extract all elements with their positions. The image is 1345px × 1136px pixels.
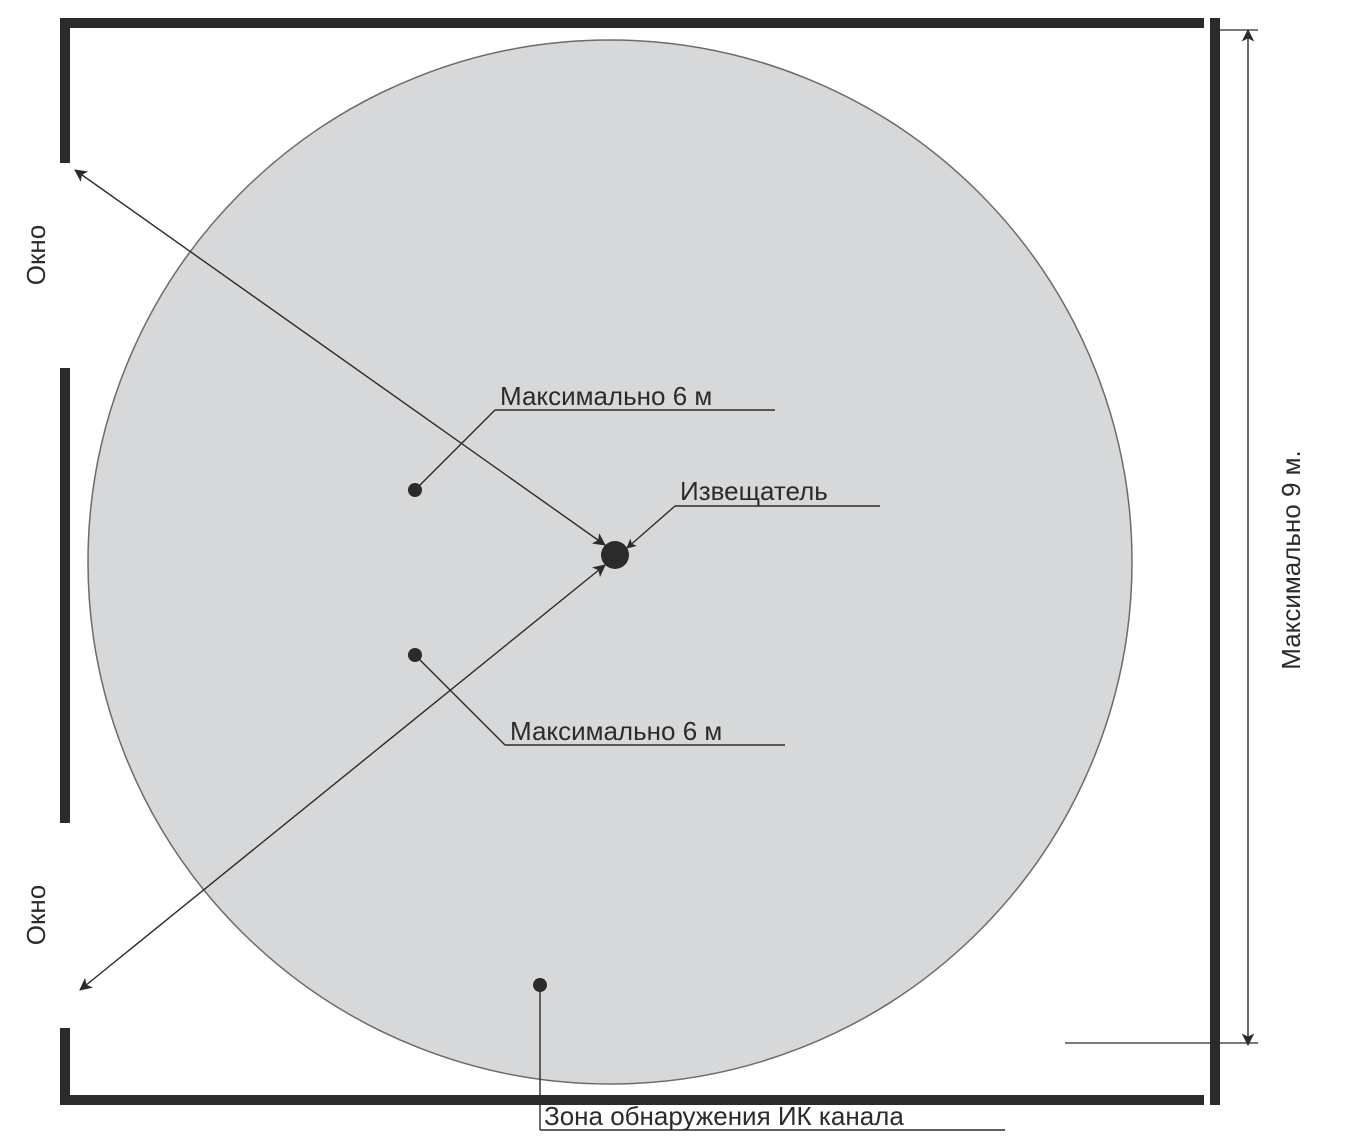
- label-max6m-bottom: Максимально 6 м: [510, 716, 722, 746]
- label-max6m-top: Максимально 6 м: [500, 381, 712, 411]
- label-max9m: Максимально 9 м.: [1276, 450, 1306, 669]
- label-window-top: Окно: [21, 225, 51, 285]
- detector-dot: [601, 541, 629, 569]
- label-window-bottom: Окно: [21, 885, 51, 945]
- diagram-canvas: Максимально 6 м Извещатель Максимально 6…: [0, 0, 1345, 1136]
- label-detector: Извещатель: [680, 476, 828, 506]
- label-zone: Зона обнаружения ИК канала: [544, 1101, 904, 1131]
